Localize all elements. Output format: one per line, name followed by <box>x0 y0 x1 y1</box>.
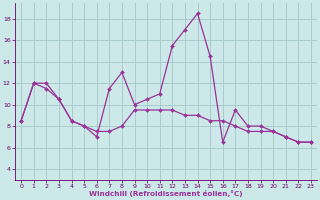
X-axis label: Windchill (Refroidissement éolien,°C): Windchill (Refroidissement éolien,°C) <box>89 190 243 197</box>
